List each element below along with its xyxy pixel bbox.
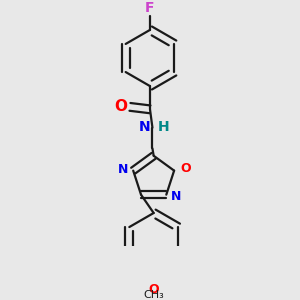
Text: O: O (114, 99, 127, 114)
Text: F: F (145, 1, 155, 15)
Text: O: O (148, 283, 159, 296)
Text: N: N (118, 163, 128, 176)
Text: N: N (138, 120, 150, 134)
Text: CH₃: CH₃ (143, 290, 164, 300)
Text: N: N (171, 190, 182, 203)
Text: O: O (180, 162, 190, 175)
Text: H: H (158, 120, 170, 134)
